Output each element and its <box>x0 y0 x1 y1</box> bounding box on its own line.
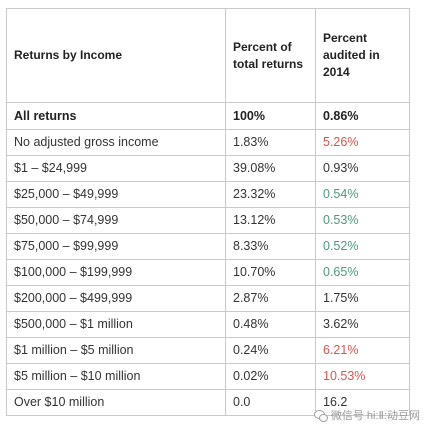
percent-audited-cell: 6.21% <box>315 337 410 364</box>
percent-returns-cell: 10.70% <box>225 259 316 286</box>
income-bracket-cell: $1 million – $5 million <box>6 337 226 364</box>
percent-audited-cell: 0.54% <box>315 181 410 208</box>
table-row: $1 million – $5 million 0.24% 6.21% <box>6 337 410 364</box>
percent-returns-cell: 8.33% <box>225 233 316 260</box>
percent-returns-cell: 0.24% <box>225 337 316 364</box>
percent-audited-cell: 0.93% <box>315 155 410 182</box>
table-row: Over $10 million 0.0 16.2 <box>6 389 410 416</box>
percent-returns-cell: 39.08% <box>225 155 316 182</box>
table-row: $500,000 – $1 million 0.48% 3.62% <box>6 311 410 338</box>
table-row: No adjusted gross income 1.83% 5.26% <box>6 129 410 156</box>
percent-returns-cell: 2.87% <box>225 285 316 312</box>
percent-returns-cell: 1.83% <box>225 129 316 156</box>
table-row: $200,000 – $499,999 2.87% 1.75% <box>6 285 410 312</box>
income-bracket-cell: No adjusted gross income <box>6 129 226 156</box>
percent-audited-cell: 0.65% <box>315 259 410 286</box>
table-row: All returns 100% 0.86% <box>6 102 410 130</box>
header-percent-total-returns: Percent of total returns <box>225 8 316 103</box>
percent-returns-cell: 0.0 <box>225 389 316 416</box>
income-bracket-cell: $500,000 – $1 million <box>6 311 226 338</box>
percent-returns-cell: 13.12% <box>225 207 316 234</box>
percent-returns-cell: 0.02% <box>225 363 316 390</box>
percent-audited-cell: 5.26% <box>315 129 410 156</box>
income-bracket-cell: $25,000 – $49,999 <box>6 181 226 208</box>
income-bracket-cell: All returns <box>6 102 226 130</box>
percent-returns-cell: 0.48% <box>225 311 316 338</box>
table-row: $50,000 – $74,999 13.12% 0.53% <box>6 207 410 234</box>
percent-audited-cell: 3.62% <box>315 311 410 338</box>
table-row: $5 million – $10 million 0.02% 10.53% <box>6 363 410 390</box>
income-bracket-cell: $1 – $24,999 <box>6 155 226 182</box>
watermark: 微信号 hi:Ⅱ:动豆网 <box>313 407 420 423</box>
percent-audited-cell: 10.53% <box>315 363 410 390</box>
percent-returns-cell: 100% <box>225 102 316 130</box>
table-row: $1 – $24,999 39.08% 0.93% <box>6 155 410 182</box>
income-bracket-cell: Over $10 million <box>6 389 226 416</box>
percent-audited-cell: 16.2 <box>315 389 410 416</box>
table-row: $25,000 – $49,999 23.32% 0.54% <box>6 181 410 208</box>
table-body: All returns 100% 0.86% No adjusted gross in… <box>6 102 410 416</box>
header-returns-by-income: Returns by Income <box>6 8 226 103</box>
percent-audited-cell: 0.86% <box>315 102 410 130</box>
percent-returns-cell: 23.32% <box>225 181 316 208</box>
watermark-text: 微信号 hi:Ⅱ:动豆网 <box>330 410 420 422</box>
percent-audited-cell: 0.52% <box>315 233 410 260</box>
header-percent-audited: Percent audited in 2014 <box>315 8 410 103</box>
income-bracket-cell: $75,000 – $99,999 <box>6 233 226 260</box>
income-bracket-cell: $100,000 – $199,999 <box>6 259 226 286</box>
table-row: $75,000 – $99,999 8.33% 0.52% <box>6 233 410 260</box>
income-bracket-cell: $50,000 – $74,999 <box>6 207 226 234</box>
wechat-icon <box>313 409 328 422</box>
table-header-row: Returns by Income Percent of total retur… <box>6 8 410 103</box>
percent-audited-cell: 1.75% <box>315 285 410 312</box>
percent-audited-cell: 0.53% <box>315 207 410 234</box>
income-bracket-cell: $200,000 – $499,999 <box>6 285 226 312</box>
audit-rates-table: Returns by Income Percent of total retur… <box>6 8 410 416</box>
income-bracket-cell: $5 million – $10 million <box>6 363 226 390</box>
table-row: $100,000 – $199,999 10.70% 0.65% <box>6 259 410 286</box>
